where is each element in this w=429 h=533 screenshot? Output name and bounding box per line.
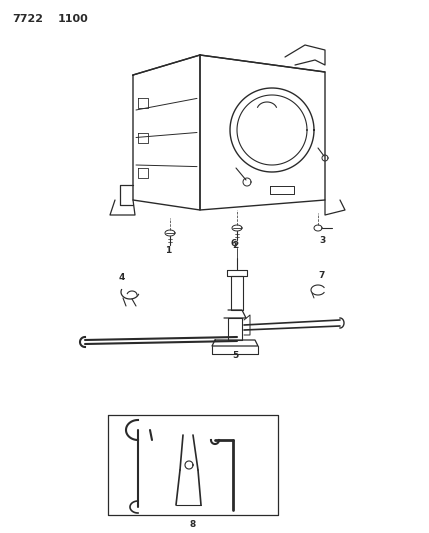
- Text: 1100: 1100: [58, 14, 89, 24]
- Text: 1: 1: [165, 246, 171, 255]
- Text: 8: 8: [190, 520, 196, 529]
- Text: 7: 7: [319, 271, 325, 280]
- Text: 7722: 7722: [12, 14, 43, 24]
- Text: 4: 4: [119, 273, 125, 282]
- Text: 3: 3: [320, 236, 326, 245]
- Text: 5: 5: [232, 351, 238, 360]
- Text: 6: 6: [231, 239, 237, 248]
- Text: 2: 2: [232, 241, 238, 250]
